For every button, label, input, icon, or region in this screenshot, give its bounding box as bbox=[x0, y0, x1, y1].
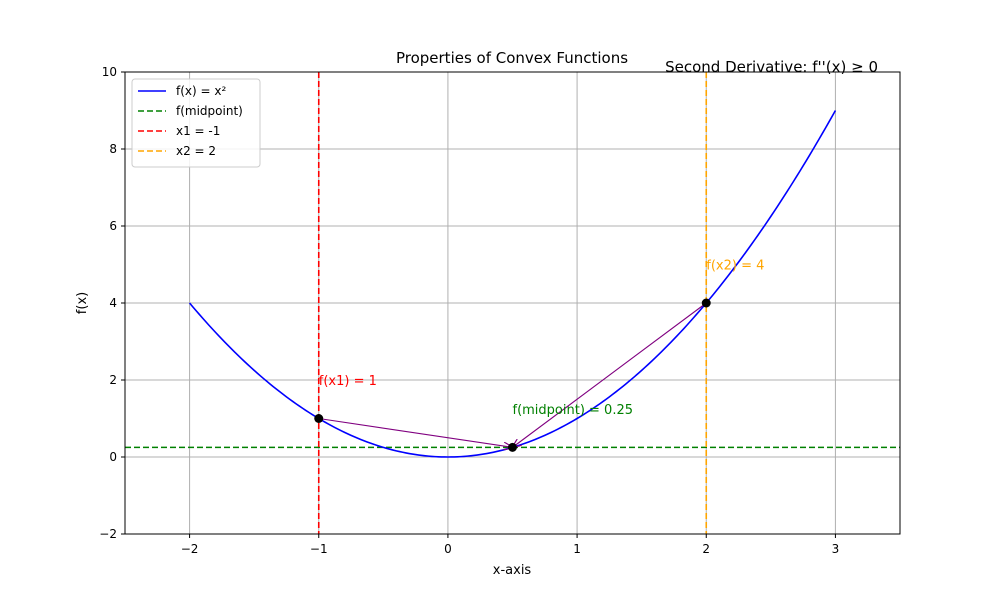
annotation-label: f(x1) = 1 bbox=[319, 374, 377, 389]
x-tick-label: 2 bbox=[702, 542, 710, 556]
chart-title: Properties of Convex Functions bbox=[396, 49, 628, 67]
x-tick-label: 0 bbox=[444, 542, 452, 556]
y-tick-label: 10 bbox=[102, 65, 117, 79]
x-tick-label: −1 bbox=[310, 542, 328, 556]
legend-label: f(midpoint) bbox=[176, 104, 243, 118]
y-tick-label: 8 bbox=[109, 142, 117, 156]
y-tick-label: 2 bbox=[109, 373, 117, 387]
y-axis-label: f(x) bbox=[75, 292, 90, 314]
chart-subtitle: Second Derivative: f''(x) ≥ 0 bbox=[665, 58, 878, 76]
legend-box bbox=[131, 78, 261, 168]
x-tick-label: −2 bbox=[181, 542, 199, 556]
annotation-label: f(x2) = 4 bbox=[706, 259, 764, 274]
axis-ticks: −2 −1 0 1 2 3 −2 0 2 4 6 8 10 bbox=[99, 65, 839, 556]
y-tick-label: 4 bbox=[109, 296, 117, 310]
x-tick-label: 1 bbox=[573, 542, 581, 556]
plot-mark-layer: f(x1) = 1 f(midpoint) = 0.25 f(x2) = 4 bbox=[314, 259, 764, 452]
legend-label: x2 = 2 bbox=[176, 144, 216, 158]
data-point bbox=[314, 414, 324, 423]
y-tick-label: 6 bbox=[109, 219, 117, 233]
data-point bbox=[701, 298, 711, 308]
data-point bbox=[508, 442, 517, 452]
y-tick-label: 0 bbox=[109, 450, 117, 464]
legend-label: x1 = -1 bbox=[176, 124, 220, 138]
x-tick-label: 3 bbox=[832, 542, 840, 556]
arrow bbox=[513, 302, 707, 447]
y-tick-label: −2 bbox=[99, 527, 117, 541]
arrow bbox=[318, 417, 513, 448]
x-axis-label: x-axis bbox=[493, 563, 532, 578]
legend: f(x) = x² f(midpoint) x1 = -1 x2 = 2 bbox=[131, 78, 261, 168]
annotation-label: f(midpoint) = 0.25 bbox=[513, 403, 634, 418]
legend-label: f(x) = x² bbox=[176, 84, 226, 98]
